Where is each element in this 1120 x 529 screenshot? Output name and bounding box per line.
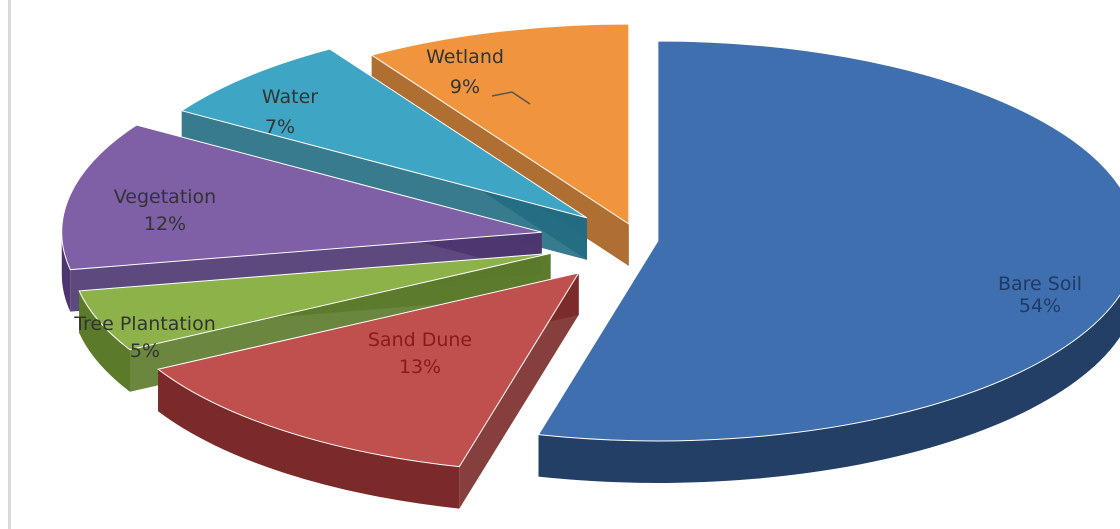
slice-sand-dune (156, 272, 580, 468)
slice-wetland (370, 23, 630, 225)
slice-value-sand-dune: 13% (399, 356, 441, 378)
slice-value-tree-plantation: 5% (130, 340, 160, 362)
slice-value-wetland: 9% (450, 76, 480, 98)
slice-vegetation (61, 124, 542, 271)
slice-side-sand-dune (158, 369, 460, 509)
slice-tree-plantation (78, 252, 551, 351)
slice-value-bare-soil: 54% (1019, 295, 1061, 317)
slice-value-water: 7% (265, 116, 295, 138)
slice-bare-soil (537, 40, 1120, 442)
slice-label-water: Water (262, 86, 318, 108)
wetland-leader-line (491, 91, 531, 105)
left-border (8, 0, 11, 529)
slice-label-bare-soil: Bare Soil (998, 273, 1082, 295)
pie-tops (61, 23, 1120, 468)
slice-side-bare-soil (538, 294, 1120, 483)
slice-value-vegetation: 12% (144, 213, 186, 235)
slice-label-vegetation: Vegetation (114, 186, 216, 208)
slice-label-wetland: Wetland (426, 46, 504, 68)
slice-label-tree-plantation: Tree Plantation (73, 313, 216, 335)
slice-label-sand-dune: Sand Dune (368, 329, 472, 351)
slice-edge-sand-dune-0 (459, 272, 579, 509)
slice-water (180, 48, 588, 219)
